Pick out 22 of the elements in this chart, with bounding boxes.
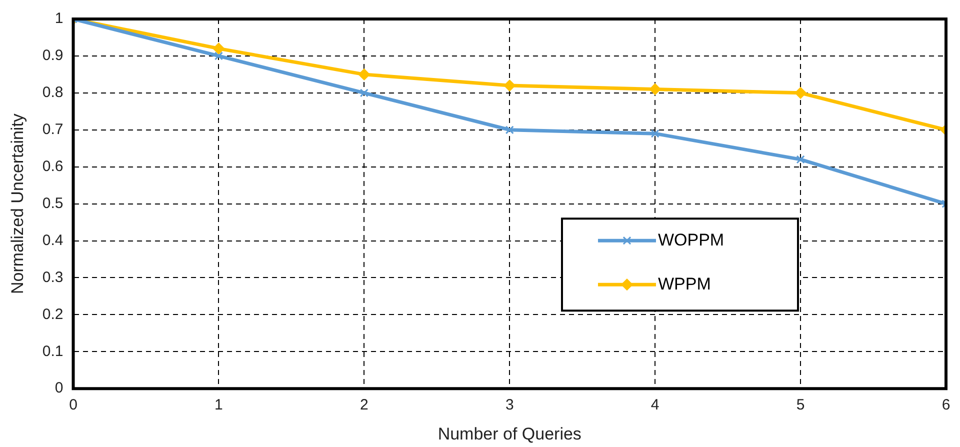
x-tick-label: 6: [942, 396, 950, 414]
x-tick-label: 3: [505, 396, 514, 414]
y-tick-label: 0.2: [42, 306, 64, 323]
legend-label: WOPPM: [658, 230, 724, 250]
x-tick-label: 2: [360, 396, 368, 414]
legend-label: WPPM: [658, 274, 711, 294]
y-tick-label: 1: [54, 10, 64, 28]
x-axis-title: Number of Queries: [438, 424, 582, 444]
y-axis-title: Normalized Uncertainity: [8, 113, 27, 294]
y-tick-label: 0: [54, 380, 64, 397]
x-tick-label: 4: [650, 396, 660, 414]
x-tick-label: 1: [214, 396, 223, 414]
y-tick-label: 0.8: [42, 84, 64, 102]
y-tick-label: 0.3: [42, 268, 64, 286]
y-tick-label: 0.6: [42, 158, 64, 175]
y-tick-label: 0.7: [42, 121, 64, 138]
y-tick-label: 0.5: [42, 194, 64, 212]
y-tick-label: 0.1: [42, 342, 64, 360]
x-tick-label: 5: [796, 396, 805, 414]
x-tick-label: 0: [69, 396, 78, 414]
y-tick-label: 0.9: [42, 47, 64, 64]
y-tick-label: 0.4: [42, 232, 64, 249]
